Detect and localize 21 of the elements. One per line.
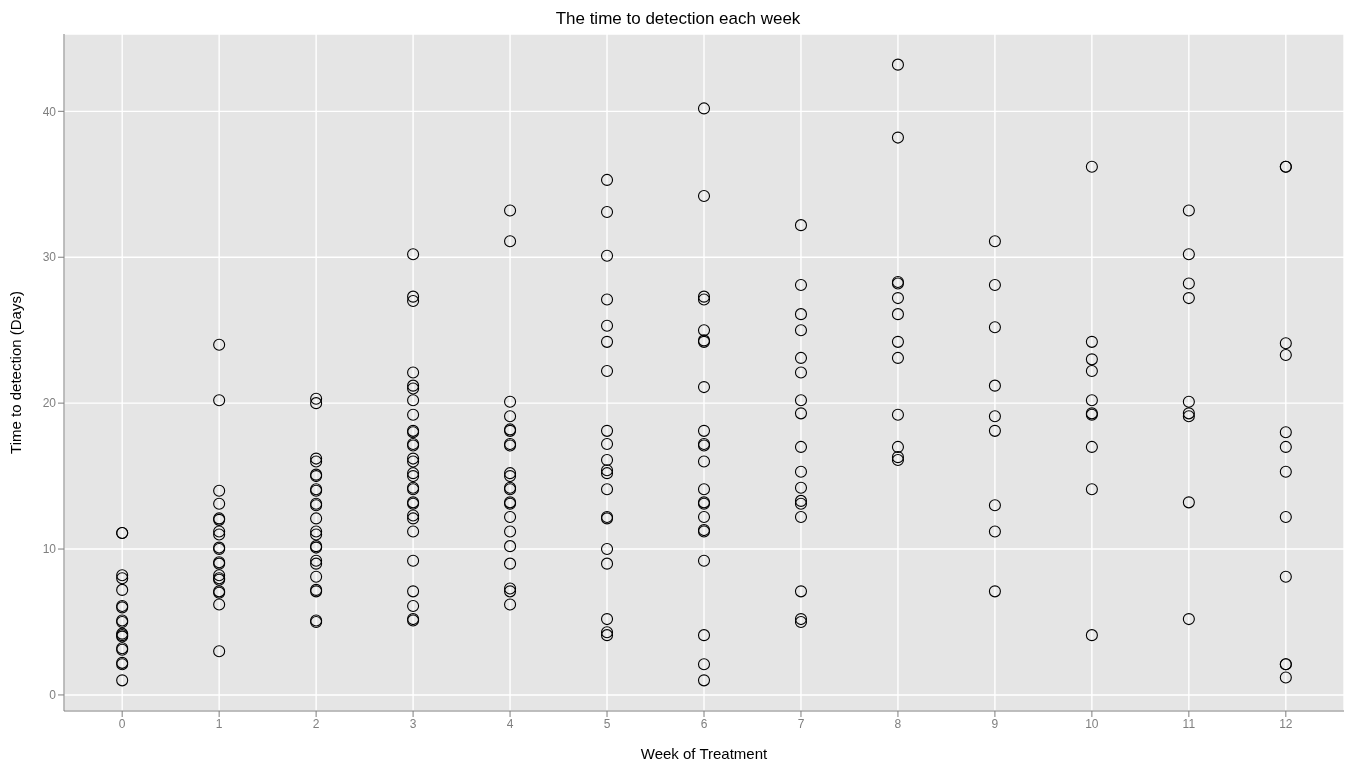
x-tick-label: 7 [797, 716, 805, 731]
y-tick-label: 10 [42, 542, 57, 557]
y-axis-title: Time to detection (Days) [7, 291, 25, 454]
x-tick-label: 1 [215, 716, 223, 731]
x-tick-label: 12 [1279, 716, 1293, 731]
x-tick-label: 11 [1182, 716, 1196, 731]
x-tick-label: 6 [700, 716, 708, 731]
x-tick-label: 8 [894, 716, 902, 731]
x-tick-label: 0 [118, 716, 126, 731]
x-tick-label: 5 [603, 716, 611, 731]
x-tick-label: 10 [1085, 716, 1099, 731]
y-tick-label: 20 [42, 396, 57, 411]
y-tick-label: 0 [49, 688, 57, 703]
x-tick-label: 2 [312, 716, 320, 731]
y-tick-label: 40 [42, 104, 57, 119]
x-tick-label: 3 [409, 716, 417, 731]
x-tick-label: 9 [991, 716, 999, 731]
x-tick-label: 4 [506, 716, 514, 731]
x-axis-title: Week of Treatment [640, 745, 769, 762]
y-tick-label: 30 [42, 250, 57, 265]
chart-title: The time to detection each week [554, 8, 802, 30]
